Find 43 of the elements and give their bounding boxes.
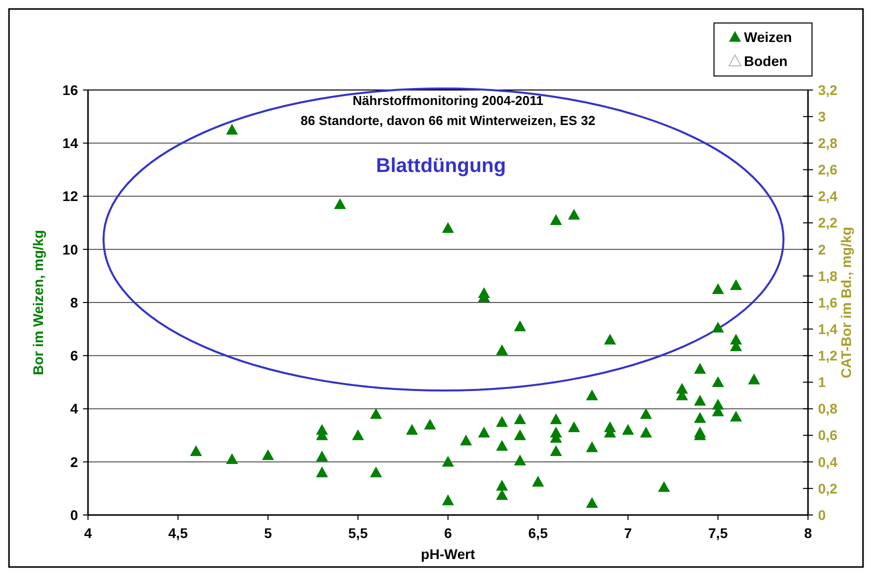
y2-tick-label: 2,8 (818, 135, 838, 152)
y2-tick-label: 2,4 (818, 188, 838, 204)
y2-tick-label: 3 (818, 108, 826, 124)
y2-tick-label: 1,4 (818, 320, 838, 337)
y2-tick-label: 0,2 (818, 480, 838, 496)
annotation: Blattdüngung (376, 155, 506, 177)
x-tick-label: 6 (444, 525, 452, 541)
x-tick-label: 6,5 (528, 525, 548, 541)
x-tick-label: 5,5 (348, 525, 368, 541)
legend-label: Boden (744, 52, 788, 69)
x-tick-label: 8 (804, 525, 812, 541)
y2-tick-label: 0 (818, 506, 826, 523)
y2-tick-label: 1,2 (818, 348, 838, 364)
y-tick-label: 0 (70, 506, 78, 523)
y-tick-label: 6 (70, 348, 78, 364)
x-axis-title: pH-Wert (420, 546, 476, 562)
y2-tick-label: 0,6 (818, 427, 838, 444)
text: 86 Standorte, davon 66 mit Winterweizen, ES 32 (300, 113, 596, 128)
y-tick-label: 2 (70, 454, 78, 470)
x-tick-label: 4,5 (168, 525, 188, 541)
y2-tick-label: 0,4 (818, 454, 838, 470)
x-tick-label: 7 (624, 525, 632, 541)
y2-axis-title: CAT-Bor im Bd., mg/kg (838, 226, 854, 378)
y2-tick-label: 1 (818, 374, 826, 390)
y-tick-label: 4 (70, 400, 78, 417)
y2-tick-label: 2,2 (818, 214, 838, 231)
y2-tick-label: 1,6 (818, 294, 838, 310)
y2-tick-label: 0,8 (818, 400, 838, 417)
y-tick-label: 8 (70, 294, 78, 310)
y2-tick-label: 2 (818, 241, 826, 258)
y2-tick-label: 1,8 (818, 268, 838, 284)
y2-tick-label: 3,2 (818, 82, 838, 98)
x-tick-label: 7,5 (708, 525, 728, 541)
y-tick-label: 10 (62, 241, 78, 258)
legend-label: Weizen (744, 28, 792, 45)
y-axis-title: Bor im Weizen, mg/kg (30, 230, 46, 376)
chart-title: Nährstoffmonitoring 2004-2011 (352, 93, 544, 108)
x-tick-label: 5 (264, 525, 272, 541)
y-tick-label: 16 (62, 82, 78, 98)
y-tick-label: 12 (62, 188, 78, 204)
x-tick-label: 4 (84, 525, 92, 541)
y2-tick-label: 2,6 (818, 162, 838, 178)
y-tick-label: 14 (62, 135, 78, 152)
